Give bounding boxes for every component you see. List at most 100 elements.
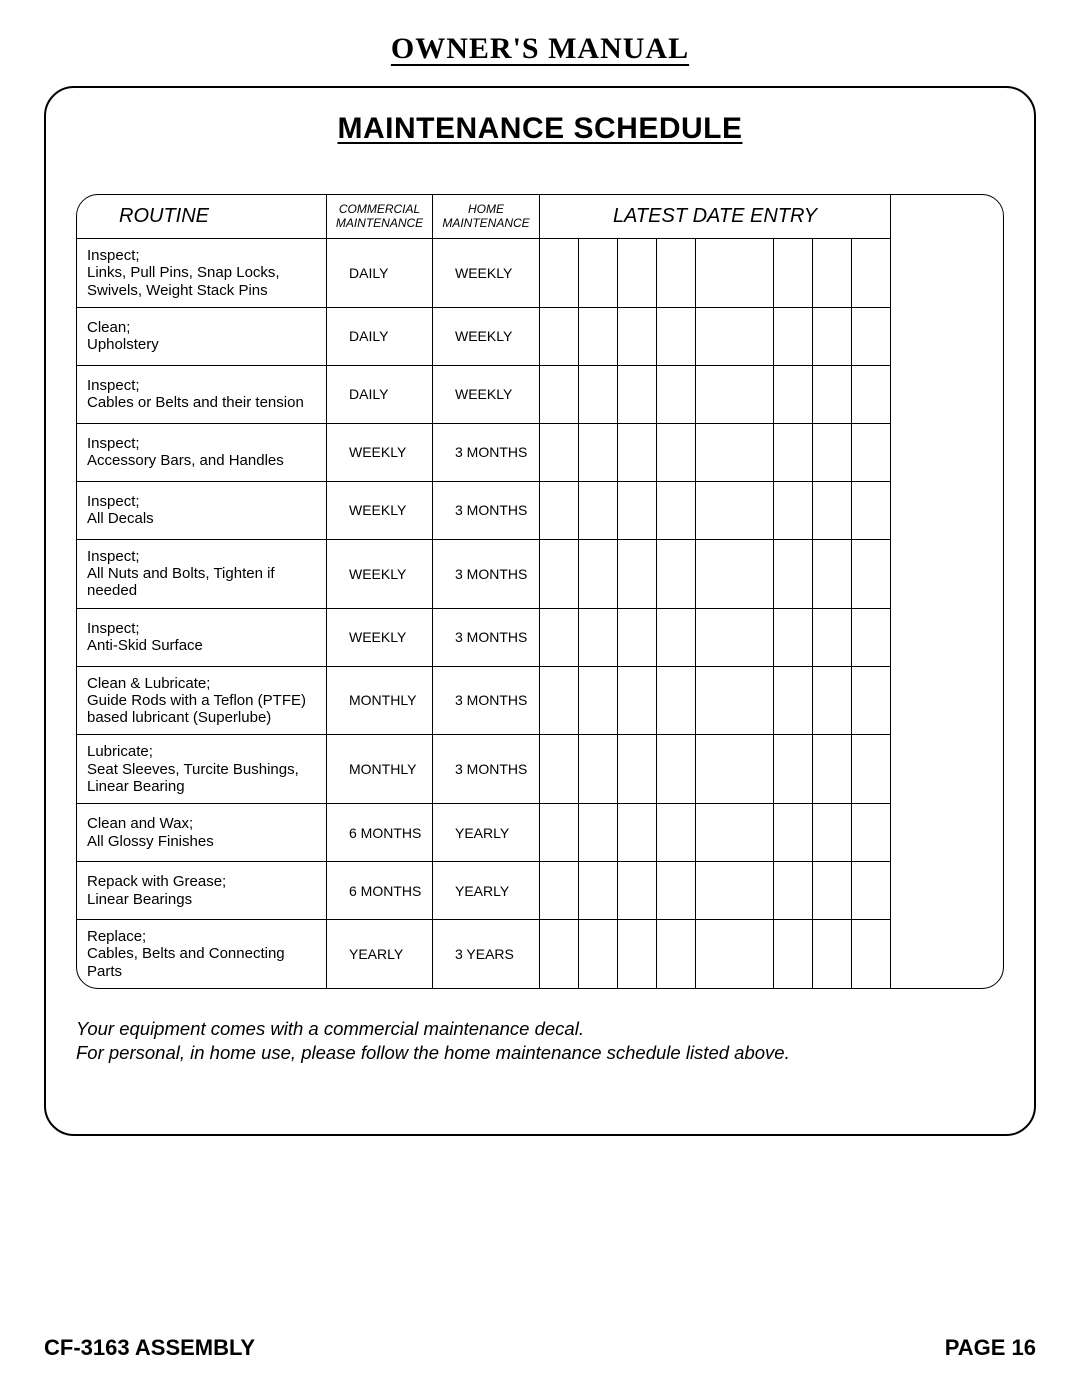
- date-entry-cell[interactable]: [657, 920, 696, 988]
- date-entry-cell[interactable]: [618, 735, 657, 804]
- date-entry-cell[interactable]: [579, 482, 618, 540]
- date-entry-cell[interactable]: [774, 862, 813, 920]
- date-entry-cell[interactable]: [540, 735, 579, 804]
- date-entry-cell[interactable]: [735, 609, 774, 667]
- date-entry-cell[interactable]: [852, 667, 891, 736]
- date-entry-cell[interactable]: [696, 667, 735, 736]
- date-entry-cell[interactable]: [852, 735, 891, 804]
- date-entry-cell[interactable]: [696, 804, 735, 862]
- date-entry-cell[interactable]: [774, 667, 813, 736]
- date-entry-cell[interactable]: [696, 366, 735, 424]
- date-entry-cell[interactable]: [618, 667, 657, 736]
- date-entry-cell[interactable]: [774, 424, 813, 482]
- date-entry-cell[interactable]: [852, 424, 891, 482]
- date-entry-cell[interactable]: [657, 366, 696, 424]
- date-entry-cell[interactable]: [696, 482, 735, 540]
- date-entry-cell[interactable]: [735, 667, 774, 736]
- date-entry-cell[interactable]: [735, 239, 774, 308]
- date-entry-cell[interactable]: [657, 667, 696, 736]
- date-entry-cell[interactable]: [696, 862, 735, 920]
- date-entry-cell[interactable]: [540, 540, 579, 609]
- date-entry-cell[interactable]: [696, 239, 735, 308]
- date-entry-cell[interactable]: [579, 366, 618, 424]
- date-entry-cell[interactable]: [774, 920, 813, 988]
- date-entry-cell[interactable]: [657, 609, 696, 667]
- date-entry-cell[interactable]: [813, 735, 852, 804]
- date-entry-cell[interactable]: [813, 667, 852, 736]
- date-entry-cell[interactable]: [813, 366, 852, 424]
- date-entry-cell[interactable]: [813, 920, 852, 988]
- date-entry-cell[interactable]: [618, 920, 657, 988]
- date-entry-cell[interactable]: [813, 540, 852, 609]
- date-entry-cell[interactable]: [657, 804, 696, 862]
- date-entry-cell[interactable]: [813, 482, 852, 540]
- date-entry-cell[interactable]: [618, 482, 657, 540]
- date-entry-cell[interactable]: [618, 862, 657, 920]
- date-entry-cell[interactable]: [579, 609, 618, 667]
- date-entry-cell[interactable]: [852, 609, 891, 667]
- date-entry-cell[interactable]: [813, 239, 852, 308]
- date-entry-cell[interactable]: [540, 609, 579, 667]
- date-entry-cell[interactable]: [657, 482, 696, 540]
- date-entry-cell[interactable]: [579, 735, 618, 804]
- date-entry-cell[interactable]: [696, 424, 735, 482]
- date-entry-cell[interactable]: [735, 540, 774, 609]
- date-entry-cell[interactable]: [813, 424, 852, 482]
- date-entry-cell[interactable]: [540, 366, 579, 424]
- date-entry-cell[interactable]: [774, 308, 813, 366]
- date-entry-cell[interactable]: [579, 804, 618, 862]
- date-entry-cell[interactable]: [657, 424, 696, 482]
- date-entry-cell[interactable]: [579, 667, 618, 736]
- date-entry-cell[interactable]: [657, 540, 696, 609]
- date-entry-cell[interactable]: [774, 540, 813, 609]
- date-entry-cell[interactable]: [696, 920, 735, 988]
- date-entry-cell[interactable]: [852, 920, 891, 988]
- date-entry-cell[interactable]: [618, 804, 657, 862]
- date-entry-cell[interactable]: [852, 308, 891, 366]
- date-entry-cell[interactable]: [813, 308, 852, 366]
- date-entry-cell[interactable]: [774, 735, 813, 804]
- date-entry-cell[interactable]: [813, 862, 852, 920]
- date-entry-cell[interactable]: [579, 862, 618, 920]
- date-entry-cell[interactable]: [540, 667, 579, 736]
- date-entry-cell[interactable]: [696, 735, 735, 804]
- date-entry-cell[interactable]: [852, 239, 891, 308]
- date-entry-cell[interactable]: [540, 239, 579, 308]
- date-entry-cell[interactable]: [579, 308, 618, 366]
- date-entry-cell[interactable]: [618, 609, 657, 667]
- date-entry-cell[interactable]: [540, 424, 579, 482]
- date-entry-cell[interactable]: [852, 804, 891, 862]
- date-entry-cell[interactable]: [579, 424, 618, 482]
- date-entry-cell[interactable]: [657, 862, 696, 920]
- date-entry-cell[interactable]: [735, 735, 774, 804]
- date-entry-cell[interactable]: [774, 609, 813, 667]
- date-entry-cell[interactable]: [540, 804, 579, 862]
- date-entry-cell[interactable]: [657, 308, 696, 366]
- date-entry-cell[interactable]: [774, 239, 813, 308]
- date-entry-cell[interactable]: [618, 239, 657, 308]
- date-entry-cell[interactable]: [618, 424, 657, 482]
- date-entry-cell[interactable]: [540, 308, 579, 366]
- date-entry-cell[interactable]: [813, 804, 852, 862]
- date-entry-cell[interactable]: [579, 920, 618, 988]
- date-entry-cell[interactable]: [774, 366, 813, 424]
- date-entry-cell[interactable]: [852, 862, 891, 920]
- date-entry-cell[interactable]: [696, 308, 735, 366]
- date-entry-cell[interactable]: [774, 482, 813, 540]
- date-entry-cell[interactable]: [618, 366, 657, 424]
- date-entry-cell[interactable]: [696, 540, 735, 609]
- date-entry-cell[interactable]: [735, 424, 774, 482]
- date-entry-cell[interactable]: [735, 920, 774, 988]
- date-entry-cell[interactable]: [735, 308, 774, 366]
- date-entry-cell[interactable]: [852, 482, 891, 540]
- date-entry-cell[interactable]: [852, 366, 891, 424]
- date-entry-cell[interactable]: [735, 482, 774, 540]
- date-entry-cell[interactable]: [735, 862, 774, 920]
- date-entry-cell[interactable]: [618, 308, 657, 366]
- date-entry-cell[interactable]: [735, 366, 774, 424]
- date-entry-cell[interactable]: [852, 540, 891, 609]
- date-entry-cell[interactable]: [579, 540, 618, 609]
- date-entry-cell[interactable]: [735, 804, 774, 862]
- date-entry-cell[interactable]: [618, 540, 657, 609]
- date-entry-cell[interactable]: [540, 862, 579, 920]
